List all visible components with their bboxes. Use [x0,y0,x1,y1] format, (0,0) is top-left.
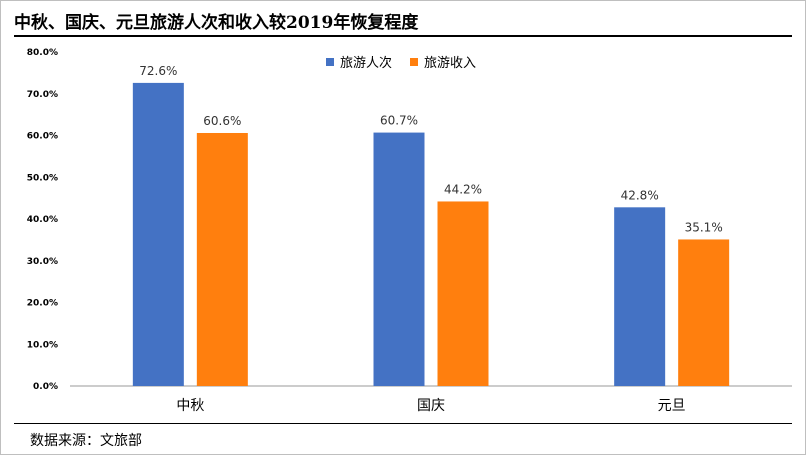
bar-series2 [437,201,489,386]
x-tick-label: 元旦 [658,398,686,414]
legend-item-series1: 旅游人次 [326,52,392,71]
chart-title: 中秋、国庆、元旦旅游人次和收入较2019年恢复程度 [14,13,419,33]
y-tick-label: 80.0% [27,48,58,58]
x-tick-label: 国庆 [417,398,445,414]
source-rule [14,423,792,424]
data-label: 60.7% [380,114,418,128]
data-label: 72.6% [139,64,177,78]
y-tick-label: 30.0% [27,257,58,267]
bar-series1 [373,132,425,386]
y-tick-label: 20.0% [27,299,58,309]
bar-series1 [132,82,184,386]
bar-series2 [196,132,248,386]
title-rule [14,35,792,37]
data-label: 44.2% [444,182,482,196]
legend-swatch-series2 [410,57,419,66]
data-label: 60.6% [203,114,241,128]
y-tick-label: 70.0% [27,90,58,100]
source-note: 数据来源：文旅部 [30,433,142,449]
x-tick-label: 中秋 [176,398,204,414]
legend: 旅游人次 旅游收入 [326,52,476,71]
legend-label-series2: 旅游收入 [424,56,477,71]
y-tick-label: 0.0% [33,382,58,392]
y-tick-label: 60.0% [27,132,58,142]
legend-item-series2: 旅游收入 [410,52,476,71]
legend-label-series1: 旅游人次 [340,56,393,71]
data-label: 35.1% [685,220,723,234]
y-tick-label: 50.0% [27,173,58,183]
bar-chart: 0.0% 10.0% 20.0% 30.0% 40.0% 50.0% 60.0% 70.0% 8… [27,48,792,414]
y-tick-label: 10.0% [27,340,58,350]
y-tick-label: 40.0% [27,215,58,225]
bar-series1 [614,207,666,386]
legend-swatch-series1 [326,57,334,66]
data-label: 42.8% [621,188,659,202]
bar-series2 [678,239,730,386]
